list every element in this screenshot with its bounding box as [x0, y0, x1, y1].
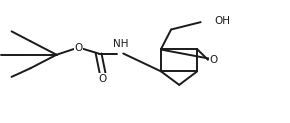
Text: O: O: [98, 74, 106, 84]
Text: OH: OH: [215, 16, 231, 26]
Text: O: O: [74, 43, 82, 53]
Text: NH: NH: [113, 39, 128, 49]
Text: O: O: [209, 55, 217, 65]
